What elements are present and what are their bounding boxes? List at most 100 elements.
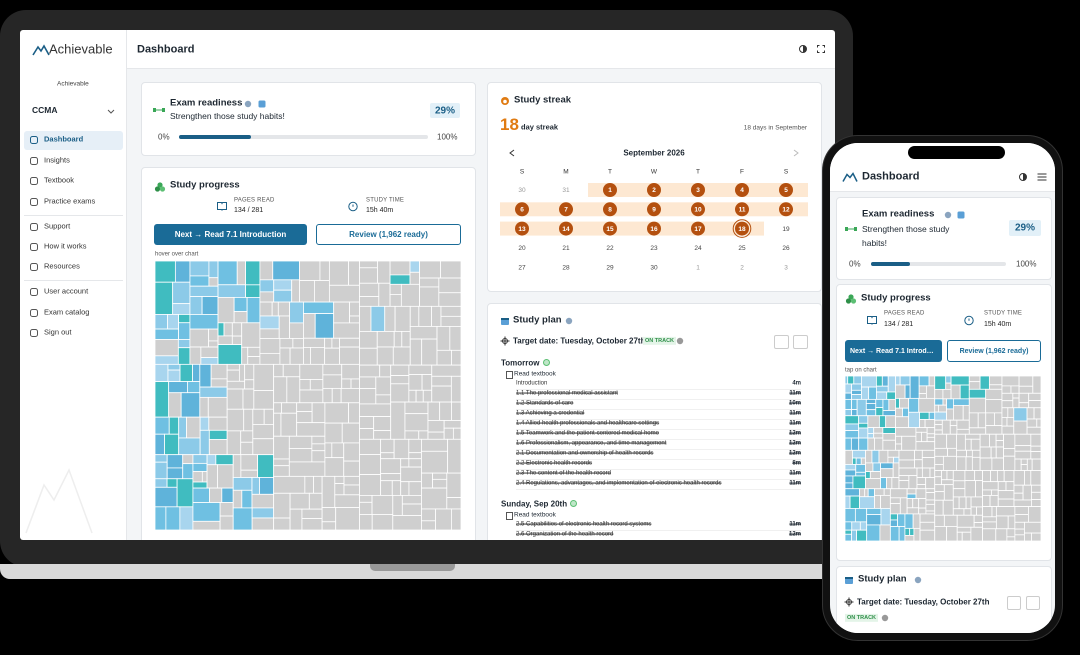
treemap-cell [231,335,243,346]
streak-count: 18 [500,115,519,135]
treemap-cell [1030,451,1041,460]
status-pill: ON TRACK [845,613,879,623]
target-icon [500,336,510,346]
treemap-cell [952,488,966,498]
share-icon[interactable] [258,100,267,109]
nav-item[interactable]: Dashboard [44,134,84,144]
treemap-cell [273,279,293,291]
treemap-cell [865,403,877,411]
treemap-cell [279,347,291,365]
next-button[interactable]: Next → Read 7.1 Introduction [845,340,942,362]
theme-toggle[interactable] [1019,173,1028,182]
treemap-cell [858,437,869,451]
treemap-cell [192,454,208,464]
nav-item[interactable]: How it works [44,241,87,251]
treemap-cell [273,402,282,414]
download-button[interactable] [1026,596,1040,610]
treemap-cell [956,514,975,528]
nav-item[interactable]: Resources [44,261,80,271]
treemap-cell [964,480,976,498]
edit-button[interactable] [774,335,789,349]
treemap-cell [889,526,900,541]
edit-button[interactable] [1007,596,1021,610]
treemap-cell [400,481,410,496]
treemap-cell [168,381,188,394]
treemap-cell [341,363,360,380]
treemap-cell [899,376,911,386]
download-button[interactable] [793,335,808,349]
treemap-cell [934,388,944,400]
plan-time: 8m [792,460,801,467]
info-icon[interactable] [944,211,952,219]
nav-item[interactable]: User account [44,286,89,296]
info-icon[interactable] [881,614,889,622]
stat-label: STUDY TIME [366,197,405,204]
treemap-cell [1028,400,1041,409]
nav-item[interactable]: Practice exams [44,196,96,206]
treemap-cell [172,281,191,305]
treemap-cell [409,305,420,327]
treemap-cell [166,478,178,488]
treemap-cell [968,381,981,390]
theme-toggle[interactable] [799,45,808,54]
treemap-cell [874,437,884,451]
treemap-cell [394,305,411,332]
plan-time: 12m [788,430,801,437]
weekday: W [651,169,658,176]
nav-item[interactable]: Textbook [44,175,75,185]
treemap-cell [864,488,869,498]
treemap-cell [950,384,961,400]
treemap-cell [390,383,410,403]
treemap-cell [192,502,221,522]
book-icon [867,316,877,325]
treemap-cell [880,477,887,490]
treemap-cell [919,529,936,541]
nav-item[interactable]: Support [44,221,71,231]
treemap-cell [1022,484,1032,501]
treemap-cell [1014,534,1025,541]
info-icon[interactable] [914,576,922,584]
nav-item[interactable]: Sign out [44,327,72,337]
menu[interactable] [1037,173,1047,181]
share-icon[interactable] [957,211,966,220]
treemap-cell [947,447,957,457]
treemap-cell [956,433,966,451]
treemap-cell [919,513,936,523]
info-icon[interactable] [565,317,573,325]
treemap-cell [421,487,448,510]
course-select[interactable]: CCMA [32,105,58,116]
treemap-cell [941,479,954,486]
review-button[interactable]: Review (1,962 ready) [316,224,461,245]
treemap-cell [875,391,888,400]
next-month[interactable] [793,149,799,157]
next-button[interactable]: Next → Read 7.1 Introduction [154,224,307,245]
info-icon[interactable] [676,337,684,345]
treemap-cell [904,513,914,529]
prev-month[interactable] [509,149,515,157]
treemap-cell [997,490,1015,500]
progress-treemap[interactable] [155,261,461,530]
treemap-cell [314,280,330,303]
treemap-cell [172,303,191,315]
treemap-cell [164,433,180,456]
treemap-cell [860,457,866,465]
laptop-notch [370,564,455,571]
plan-rule [516,459,801,460]
plan-time: 11m [789,390,801,397]
nav-item[interactable]: Exam catalog [44,307,90,317]
nav-item[interactable]: Insights [44,155,70,165]
treemap-cell [858,422,869,429]
treemap-cell [393,438,410,460]
stat-value: 134 / 281 [884,320,914,328]
progress-treemap[interactable] [845,376,1041,541]
treemap-cell [208,277,219,287]
calendar-day: 27 [518,264,526,271]
treemap-cell [232,489,243,509]
treemap-cell [991,457,1004,471]
treemap-cell [324,347,340,365]
info-icon[interactable] [244,100,252,108]
treemap-cell [281,402,298,414]
fullscreen[interactable] [817,45,826,54]
review-button[interactable]: Review (1,962 ready) [947,340,1041,362]
